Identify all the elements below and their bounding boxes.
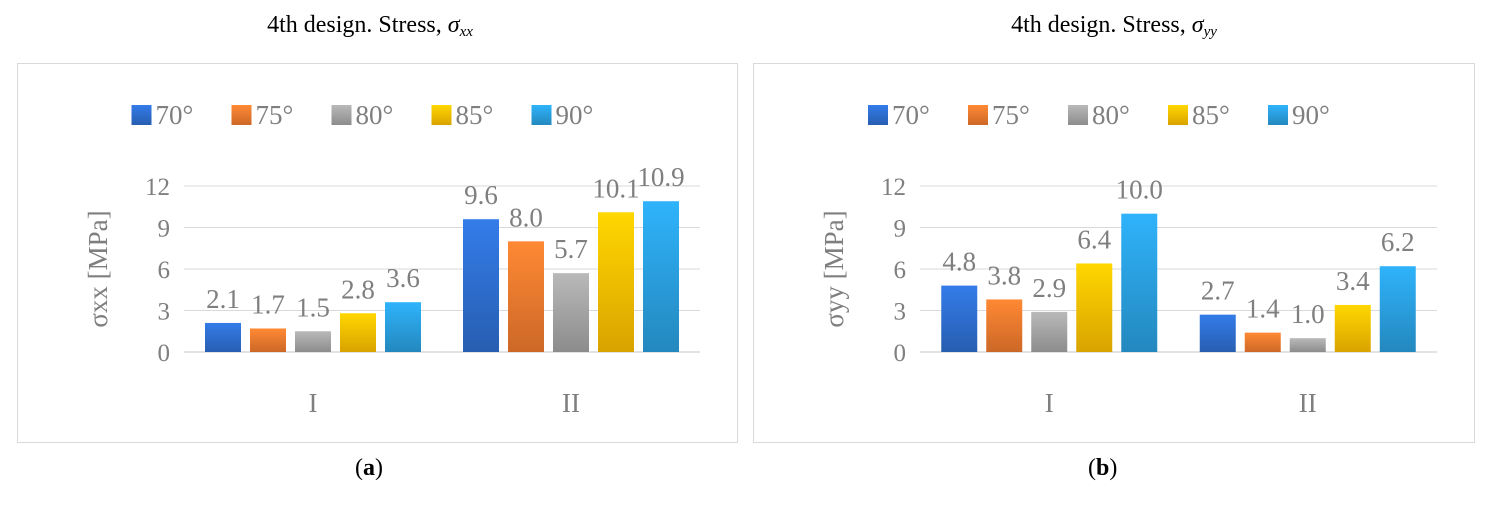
panel-label-a-letter: a [363, 455, 375, 481]
chart-b-ytick-2: 6 [894, 257, 907, 284]
chart-a-data-label-1-2: 5.7 [554, 234, 588, 264]
chart-b-data-label-1-0: 2.7 [1201, 276, 1235, 306]
chart-a-category-label-0: I [309, 388, 318, 418]
chart-a-bar-1-4 [643, 201, 679, 352]
chart-b-ytick-1: 3 [894, 299, 907, 326]
chart-a-legend-label-0: 70° [156, 100, 194, 130]
chart-b-legend-label-3: 85° [1192, 100, 1230, 130]
chart-a-legend-label-1: 75° [256, 100, 294, 130]
chart-a-data-label-1-0: 9.6 [464, 180, 498, 210]
chart-a-ytick-4: 12 [145, 174, 170, 201]
chart-b-legend-swatch-3 [1168, 105, 1188, 125]
chart-b-title-symbol: σ [1191, 12, 1204, 38]
chart-b-bar-1-4 [1379, 266, 1416, 352]
chart-a-title-symbol: σ [447, 12, 460, 38]
chart-b-bar-1-2 [1289, 338, 1326, 352]
chart-a-ytick-1: 3 [158, 299, 171, 326]
chart-b-legend-label-0: 70° [892, 100, 930, 130]
chart-b-bar-1-1 [1244, 332, 1281, 352]
chart-a: 70° 75° 80° 85° 90° 0 3 6 9 12 σxx [MPa] 2.1 1.7 1.5 2… [17, 63, 738, 443]
chart-b-data-label-0-1: 3.8 [987, 260, 1021, 290]
chart-a-bar-1-2 [553, 273, 589, 352]
chart-b-title-text: 4th design. Stress, [1011, 12, 1192, 38]
chart-b: 70° 75° 80° 85° 90° 0 3 6 9 12 σyy [MPa] 4.8 3.8 2.9 6… [753, 63, 1475, 443]
chart-b-title: 4th design. Stress, σyy [744, 12, 1484, 41]
chart-b-category-label-1: II [1299, 388, 1317, 418]
chart-a-bar-0-3 [340, 313, 376, 352]
chart-a-bar-0-0 [205, 322, 241, 352]
chart-a-bar-1-3 [598, 212, 634, 352]
chart-a-title-text: 4th design. Stress, [267, 12, 448, 38]
chart-a-data-label-1-4: 10.9 [637, 162, 684, 192]
chart-a-legend-swatch-2 [331, 105, 352, 125]
chart-b-data-label-0-0: 4.8 [942, 247, 976, 277]
chart-b-legend-swatch-0 [868, 105, 888, 125]
chart-a-bar-1-0 [463, 219, 499, 352]
chart-a-bar-0-4 [385, 302, 421, 352]
chart-b-ytick-4: 12 [881, 174, 906, 201]
chart-a-ytick-0: 0 [158, 340, 171, 367]
panel-label-b: (b) [1088, 455, 1118, 481]
chart-a-data-label-0-0: 2.1 [206, 284, 240, 314]
chart-b-bar-1-0 [1199, 314, 1236, 352]
chart-b-data-label-1-3: 3.4 [1336, 266, 1370, 296]
chart-a-legend-swatch-1 [231, 105, 252, 125]
chart-b-data-label-1-4: 6.2 [1381, 227, 1415, 257]
chart-b-legend-swatch-1 [968, 105, 988, 125]
chart-b-bar-1-3 [1334, 304, 1371, 352]
chart-a-legend-swatch-0 [131, 105, 152, 125]
chart-b-legend-swatch-2 [1068, 105, 1088, 125]
chart-a-legend-label-3: 85° [456, 100, 494, 130]
chart-a-y-axis-label: σxx [MPa] [83, 210, 113, 327]
chart-a-legend-label-2: 80° [356, 100, 394, 130]
chart-b-bar-0-1 [986, 299, 1023, 352]
chart-a-data-label-0-4: 3.6 [386, 263, 420, 293]
chart-b-legend-label-1: 75° [992, 100, 1030, 130]
chart-a-title: 4th design. Stress, σxx [0, 12, 740, 41]
chart-b-category-label-0: I [1045, 388, 1054, 418]
chart-b-legend-label-2: 80° [1092, 100, 1130, 130]
chart-b-legend-swatch-4 [1268, 105, 1288, 125]
panel-label-a: (a) [355, 455, 383, 481]
chart-a-legend-swatch-3 [431, 105, 452, 125]
chart-b-title-subscript: yy [1203, 24, 1217, 40]
chart-b-data-label-1-2: 1.0 [1291, 299, 1325, 329]
chart-a-ytick-3: 9 [158, 216, 171, 243]
chart-a-title-subscript: xx [459, 24, 473, 40]
chart-b-ytick-3: 9 [894, 216, 907, 243]
panel-label-b-letter: b [1096, 455, 1110, 481]
chart-b-legend-label-4: 90° [1292, 100, 1330, 130]
chart-a-ytick-2: 6 [158, 257, 171, 284]
chart-b-bar-0-3 [1076, 263, 1113, 352]
chart-b-bar-0-0 [941, 285, 978, 352]
chart-a-data-label-0-2: 1.5 [296, 292, 330, 322]
chart-b-y-axis-label: σyy [MPa] [819, 210, 849, 327]
chart-a-data-label-0-3: 2.8 [341, 274, 375, 304]
chart-a-bar-1-1 [508, 241, 544, 352]
chart-a-data-label-0-1: 1.7 [251, 289, 285, 319]
chart-b-data-label-0-3: 6.4 [1077, 224, 1111, 254]
chart-a-category-label-1: II [562, 388, 580, 418]
chart-a-legend-swatch-4 [531, 105, 552, 125]
chart-b-data-label-1-1: 1.4 [1246, 294, 1280, 324]
chart-a-bar-0-2 [295, 331, 331, 352]
chart-b-data-label-0-4: 10.0 [1116, 175, 1163, 205]
chart-b-data-label-0-2: 2.9 [1032, 273, 1066, 303]
chart-b-frame [753, 63, 1475, 443]
chart-b-bar-0-4 [1121, 213, 1158, 352]
chart-a-data-label-1-1: 8.0 [509, 202, 543, 232]
chart-a-bar-0-1 [250, 328, 286, 352]
chart-a-legend-label-4: 90° [556, 100, 594, 130]
chart-b-ytick-0: 0 [894, 340, 907, 367]
chart-b-bar-0-2 [1031, 311, 1068, 352]
chart-a-data-label-1-3: 10.1 [592, 173, 639, 203]
